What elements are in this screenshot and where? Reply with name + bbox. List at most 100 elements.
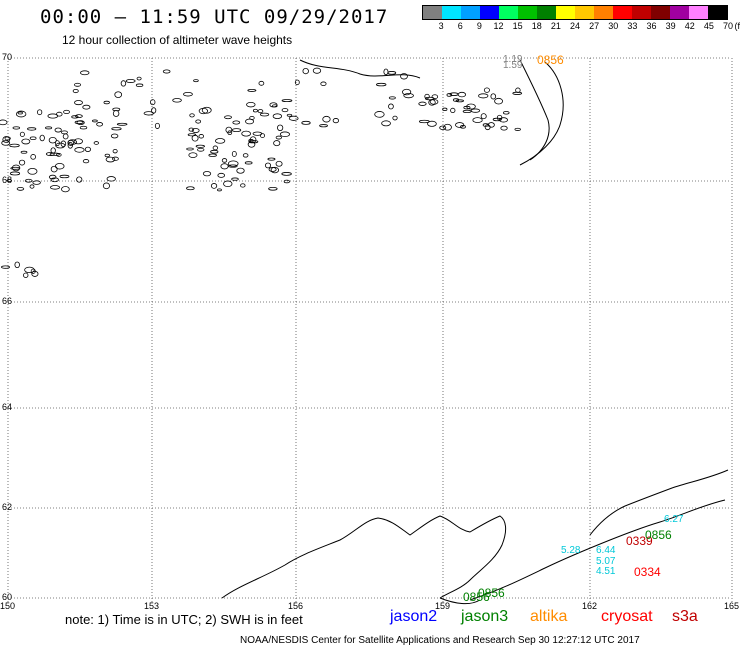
colorbar-label: 24 — [569, 21, 581, 31]
observation-label: 0339 — [626, 534, 653, 548]
lake-outline — [20, 150, 28, 154]
map-title: 00:00 – 11:59 UTC 09/29/2017 — [40, 6, 389, 28]
lake-outline — [15, 110, 27, 118]
lake-outline — [63, 109, 70, 115]
observation-label: 6.44 — [596, 545, 616, 556]
lake-outline — [375, 82, 387, 87]
lake-outline — [270, 166, 279, 174]
lake-outline — [257, 109, 264, 114]
colorbar-label: 33 — [627, 21, 638, 31]
lake-outline — [403, 93, 414, 99]
lake-outline — [37, 109, 43, 116]
lake-outline — [514, 127, 521, 131]
lake-outline — [252, 131, 263, 136]
colorbar-swatch — [461, 6, 480, 19]
lake-outline — [112, 107, 121, 112]
lake-outlines — [0, 67, 523, 278]
colorbar-swatch — [594, 6, 613, 19]
lake-outline — [225, 126, 233, 134]
lake-outline — [241, 130, 251, 137]
lake-outline — [24, 178, 33, 183]
lake-outline — [383, 68, 389, 76]
lake-outline — [82, 159, 90, 164]
lake-outline — [60, 130, 68, 135]
lake-outline — [91, 119, 98, 123]
lake-outline — [197, 147, 205, 152]
lake-outline — [198, 134, 204, 139]
colorbar-swatch — [480, 6, 499, 19]
lake-outline — [186, 147, 194, 151]
lake-outline — [231, 150, 237, 157]
wave-height-colorbar — [422, 5, 728, 20]
lake-outline — [74, 147, 85, 153]
colorbar-swatch — [537, 6, 556, 19]
lake-outline — [480, 113, 487, 120]
lake-outline — [47, 113, 59, 119]
lake-outline — [320, 81, 327, 87]
colorbar-unit: (ft) — [734, 21, 740, 31]
observation-label: 6.27 — [664, 514, 684, 525]
colorbar-swatch — [556, 6, 575, 19]
lake-outline — [24, 266, 35, 274]
lake-outline — [402, 88, 412, 96]
lake-outline — [49, 152, 60, 156]
lake-outline — [244, 161, 253, 165]
colorbar-label: 39 — [665, 21, 676, 31]
lake-outline — [223, 180, 233, 188]
colorbar-swatch — [632, 6, 651, 19]
lat-tick-label: 60 — [2, 592, 13, 602]
lake-outline — [332, 118, 340, 124]
colorbar-label: 36 — [646, 21, 657, 31]
lake-outline — [84, 146, 91, 153]
lake-outline — [281, 99, 293, 102]
lake-outline — [120, 80, 127, 87]
lake-outline — [45, 126, 53, 130]
lake-outline — [217, 188, 222, 192]
lake-outline — [93, 141, 99, 145]
lake-outline — [50, 177, 59, 183]
lake-outline — [242, 153, 249, 158]
colorbar-label: 18 — [531, 21, 542, 31]
satellite-legend-s3a: s3a — [672, 608, 698, 625]
colorbar-label: 45 — [703, 21, 714, 31]
lake-outline — [110, 133, 119, 139]
lake-outline — [431, 94, 439, 100]
lake-outline — [80, 70, 90, 76]
lake-outline — [154, 122, 160, 129]
lake-outline — [275, 160, 283, 167]
colorbar-label: 70 — [722, 21, 734, 31]
colorbar-label: 15 — [512, 21, 523, 31]
lake-outline — [466, 103, 476, 110]
lake-outline — [322, 115, 331, 123]
lake-outline — [172, 98, 182, 103]
lake-outline — [273, 140, 281, 147]
lake-outline — [136, 76, 142, 81]
lake-outline — [286, 113, 293, 117]
lat-tick-label: 62 — [2, 502, 13, 512]
lake-outline — [221, 158, 228, 163]
colorbar-swatch — [613, 6, 632, 19]
lake-outline — [14, 261, 20, 269]
satellite-legend-jason2: jason2 — [390, 608, 438, 625]
lake-outline — [193, 79, 199, 83]
observation-label: 0334 — [634, 565, 661, 579]
lake-outline — [392, 115, 398, 121]
lake-outline — [79, 125, 88, 130]
lake-outline — [1, 265, 10, 269]
lake-outline — [460, 125, 466, 129]
lake-outline — [143, 111, 154, 116]
lake-outline — [424, 93, 430, 100]
coastline — [221, 59, 729, 605]
observation-label: 0856 — [463, 590, 490, 604]
lake-outline — [2, 136, 11, 143]
lake-outline — [59, 174, 70, 179]
colorbar-swatch — [689, 6, 708, 19]
observation-label: 0856 — [537, 53, 564, 67]
lake-outline — [443, 123, 452, 131]
lake-outline — [54, 162, 65, 170]
lake-outline — [455, 99, 464, 103]
lake-outline — [252, 108, 258, 113]
lake-outline — [224, 115, 232, 120]
lon-tick-label: 165 — [724, 601, 740, 611]
lake-outline — [227, 160, 239, 167]
